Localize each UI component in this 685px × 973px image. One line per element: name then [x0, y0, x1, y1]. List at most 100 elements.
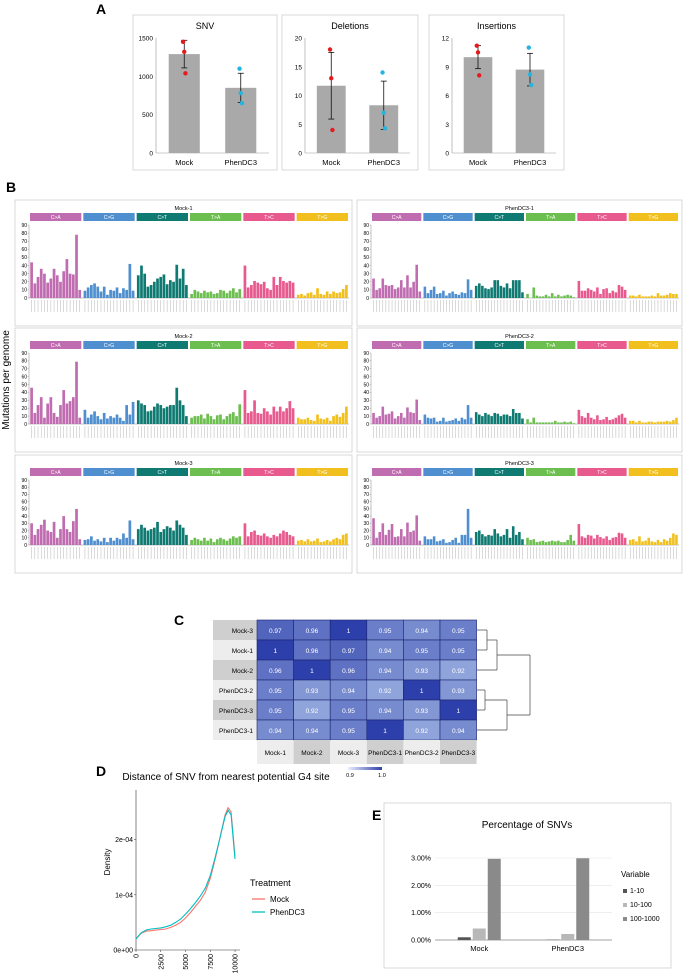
spectrum-bar-3-4-13: [617, 415, 621, 424]
spectrum-bar-5-5-5: [644, 540, 647, 545]
spectrum-bar-1-5-14: [672, 293, 675, 298]
spectrum-bar-3-1-10: [454, 418, 457, 424]
spectrum-bar-1-1-0: [423, 286, 427, 298]
spectrum-bar-1-5-0: [628, 295, 632, 298]
spectrum-bar-5-5-9: [656, 539, 660, 545]
spectrum-bar-2-5-2: [303, 419, 307, 424]
spectrum-bar-0-3-9: [219, 289, 222, 298]
spectrum-bar-2-1-7: [106, 418, 109, 424]
spectrum-bar-0-1-11: [118, 293, 122, 298]
spectrum-bar-3-1-11: [457, 420, 461, 424]
spectrum-bar-4-4-7: [266, 536, 269, 545]
spectrum-frame-5: [356, 454, 683, 574]
spectrum-category-band-2-3: [190, 341, 242, 349]
heatmap-cell-value-0-0: 0.97: [269, 628, 282, 635]
spectrum-bar-5-3-10: [557, 540, 560, 545]
spectrum-bar-0-5-10: [329, 293, 332, 298]
spectrum-bar-3-3-3: [535, 422, 539, 424]
spectrum-category-label-2-5: T>G: [317, 343, 327, 349]
spectrum-bar-0-4-2: [250, 285, 253, 298]
spectrum-bar-0-4-1: [246, 287, 250, 298]
spectrum-bar-4-1-9: [112, 540, 116, 545]
heatmap-cell-value-0-2: 1: [347, 628, 351, 635]
spectrum-bar-3-0-8: [396, 416, 400, 424]
spectrum-bar-0-1-14: [128, 263, 132, 298]
spectrum-ytick-3-4: 40: [363, 390, 369, 396]
spectrum-frame-0: [14, 199, 353, 327]
spectrum-bar-2-4-0: [243, 390, 247, 424]
spectrum-bar-1-0-0: [372, 278, 375, 298]
spectrum-title-1: PhenDC3-1: [505, 206, 534, 212]
spectrum-bar-4-5-4: [309, 541, 313, 545]
spectrum-bar-3-3-8: [550, 422, 554, 424]
spectrum-bar-3-0-6: [390, 411, 394, 424]
spectrum-bar-1-4-5: [593, 291, 596, 298]
spectrum-bar-5-3-0: [526, 537, 529, 545]
spectrum-bar-1-1-8: [448, 293, 451, 298]
spectrum-bar-5-3-8: [550, 540, 554, 545]
spectrum-category-band-4-1: [83, 468, 135, 476]
panel-a-point-0-1-0: [237, 66, 242, 71]
spectrum-bar-1-4-2: [583, 290, 587, 298]
panel-a-ytick-2-3: 9: [445, 64, 449, 71]
spectrum-category-label-5-4: T>C: [597, 470, 607, 476]
spectrum-bar-0-2-14: [181, 268, 185, 298]
spectrum-bar-1-0-13: [412, 281, 415, 298]
spectrum-bar-1-5-2: [635, 296, 638, 298]
spectrum-bar-4-5-13: [338, 539, 342, 545]
panel-a-bar-2-0: [463, 57, 493, 153]
spectrum-ytick-3-9: 90: [363, 351, 369, 357]
spectrum-category-label-4-0: C>A: [51, 470, 62, 476]
spectrum-bar-0-0-15: [78, 289, 82, 298]
spectrum-bar-5-3-13: [566, 539, 569, 545]
spectrum-bar-1-3-15: [572, 297, 576, 298]
spectrum-bar-5-0-13: [412, 530, 415, 545]
spectrum-bar-3-0-5: [387, 413, 391, 424]
spectrum-bar-3-2-15: [521, 418, 524, 424]
spectrum-category-band-3-5: [628, 341, 678, 349]
spectrum-bar-3-0-2: [378, 416, 381, 424]
spectrum-bar-2-4-7: [266, 411, 269, 424]
spectrum-bar-5-0-12: [409, 532, 412, 545]
spectrum-bar-0-3-10: [222, 290, 226, 298]
spectrum-bar-5-4-10: [608, 539, 611, 545]
panel-a-ytick-0-2: 1000: [139, 74, 154, 81]
heatmap-cell-value-1-4: 0.95: [415, 648, 428, 655]
heatmap-cell-value-3-0: 0.95: [269, 688, 282, 695]
spectrum-bar-5-5-8: [653, 542, 657, 545]
spectrum-bar-2-2-0: [136, 400, 140, 424]
spectrum-bar-1-1-11: [457, 294, 461, 298]
spectrum-bar-3-3-14: [569, 421, 572, 424]
spectrum-bar-2-0-6: [49, 397, 53, 424]
panel-a-point-0-0-1: [182, 49, 187, 54]
spectrum-bar-1-4-14: [620, 286, 624, 298]
spectrum-bar-3-0-1: [375, 417, 378, 424]
density-curve-mock: [135, 806, 236, 940]
spectrum-category-band-5-1: [423, 468, 473, 476]
heatmap-col-label-bg-0: [257, 740, 294, 764]
spectrum-bar-5-1-12: [460, 534, 464, 545]
spectrum-bar-1-0-8: [396, 287, 400, 298]
spectrum-bar-2-4-5: [259, 413, 263, 424]
spectrum-bar-5-4-13: [617, 532, 621, 545]
spectrum-bar-5-4-11: [611, 537, 615, 545]
spectrum-bar-0-2-1: [140, 265, 143, 298]
spectrum-bar-2-0-11: [65, 403, 69, 424]
spectrum-ytick-4-7: 70: [21, 492, 27, 498]
panel-e-ytick-0: 0.00%: [411, 938, 431, 945]
spectrum-bar-4-3-7: [212, 542, 216, 545]
spectrum-bar-0-4-8: [269, 289, 272, 298]
spectrum-bar-2-3-9: [219, 414, 222, 424]
panel-e-legend-label-0: 1-10: [630, 888, 644, 895]
spectrum-bar-3-4-0: [577, 409, 581, 424]
spectrum-ytick-5-4: 40: [363, 514, 369, 520]
panel-a-ytick-0-1: 500: [142, 112, 153, 119]
spectrum-bar-4-2-1: [140, 524, 143, 545]
spectrum-bar-4-0-10: [62, 516, 66, 545]
spectrum-bar-5-2-13: [515, 534, 518, 545]
spectrum-bar-5-1-1: [426, 539, 430, 545]
spectrum-ytick-2-0: 0: [24, 422, 27, 428]
spectrum-bar-4-2-6: [156, 521, 159, 545]
spectrum-bar-5-3-14: [569, 534, 572, 545]
density-curve-phendc3: [135, 809, 236, 940]
